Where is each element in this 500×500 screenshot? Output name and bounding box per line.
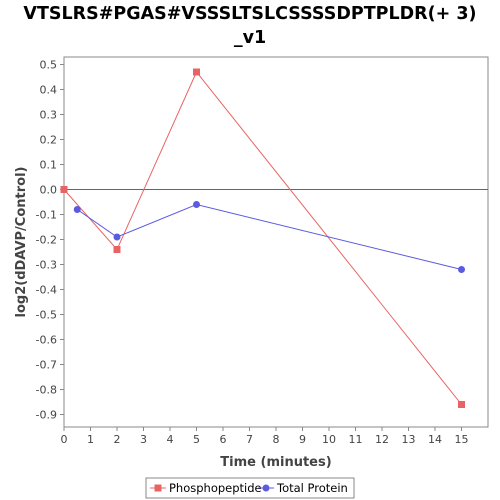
x-tick-label: 9: [299, 433, 306, 446]
x-tick-label: 10: [322, 433, 336, 446]
data-point: [113, 233, 121, 241]
legend-items: Phosphopeptide Total Protein: [150, 481, 348, 495]
y-tick-label: -0.1: [36, 209, 57, 222]
data-point: [60, 186, 68, 193]
y-tick-label: 0.1: [40, 159, 58, 172]
y-tick-label: 0.4: [40, 84, 58, 97]
series-line: [63, 71, 462, 405]
chart-title: VTSLRS#PGAS#VSSSLTSLCSSSSDPTPLDR(+ 3) _v…: [0, 2, 500, 50]
x-tick-label: 8: [273, 433, 280, 446]
x-tick-label: 4: [167, 433, 174, 446]
y-tick-label: 0.2: [40, 134, 58, 147]
legend-marker: [154, 484, 162, 492]
chart-title-line-1: VTSLRS#PGAS#VSSSLTSLCSSSSDPTPLDR(+ 3): [23, 4, 477, 24]
x-axis-label: Time (minutes): [220, 455, 331, 470]
y-tick-label: -0.9: [36, 409, 57, 422]
y-tick-label: -0.8: [36, 384, 57, 397]
x-tick-label: 6: [220, 433, 227, 446]
data-point: [73, 206, 81, 213]
y-tick-label: -0.7: [36, 359, 57, 372]
x-tick-label: 7: [246, 433, 253, 446]
chart-title-line-2: _v1: [233, 28, 267, 48]
legend: Phosphopeptide Total Protein: [145, 477, 355, 499]
x-tick-label: 3: [140, 433, 147, 446]
y-tick-label: -0.5: [36, 309, 57, 322]
y-tick-label: -0.2: [36, 234, 57, 247]
x-tick-label: 0: [61, 433, 68, 446]
data-point: [193, 201, 200, 208]
legend-label: Phosphopeptide: [169, 481, 262, 495]
y-tick-label: 0.3: [40, 109, 58, 122]
legend-box: [145, 477, 355, 499]
x-tick-label: 14: [428, 433, 442, 446]
x-tick-label: 11: [349, 433, 363, 446]
x-tick-label: 13: [402, 433, 416, 446]
y-tick-label: 0.0: [40, 184, 58, 197]
y-axis-ticks: -0.9 -0.8 -0.7 -0.6 -0.5 -0.4 -0.3 -0.2 -0.1 0.0 0…: [36, 59, 64, 422]
x-tick-label: 1: [87, 433, 94, 446]
x-tick-label: 15: [455, 433, 469, 446]
data-point: [193, 68, 200, 76]
data-point: [458, 401, 465, 408]
legend-marker: [262, 484, 270, 492]
plot-area: [63, 56, 489, 428]
data-point: [458, 266, 465, 273]
x-tick-label: 2: [114, 433, 121, 446]
x-axis-ticks: 0 1 2 3 4 5 6 7 8 9 10 11 12 13 14 15: [61, 427, 469, 446]
series-layer: [60, 68, 465, 408]
x-tick-label: 12: [375, 433, 389, 446]
y-tick-label: 0.5: [40, 59, 58, 72]
y-axis-label: log2(dDAVP/Control): [14, 167, 29, 318]
y-tick-label: -0.6: [36, 334, 57, 347]
series-line: [76, 203, 462, 270]
y-tick-label: -0.4: [36, 284, 57, 297]
data-point: [113, 246, 121, 253]
x-tick-label: 5: [193, 433, 200, 446]
legend-label: Total Protein: [276, 481, 348, 495]
y-tick-label: -0.3: [36, 259, 57, 272]
